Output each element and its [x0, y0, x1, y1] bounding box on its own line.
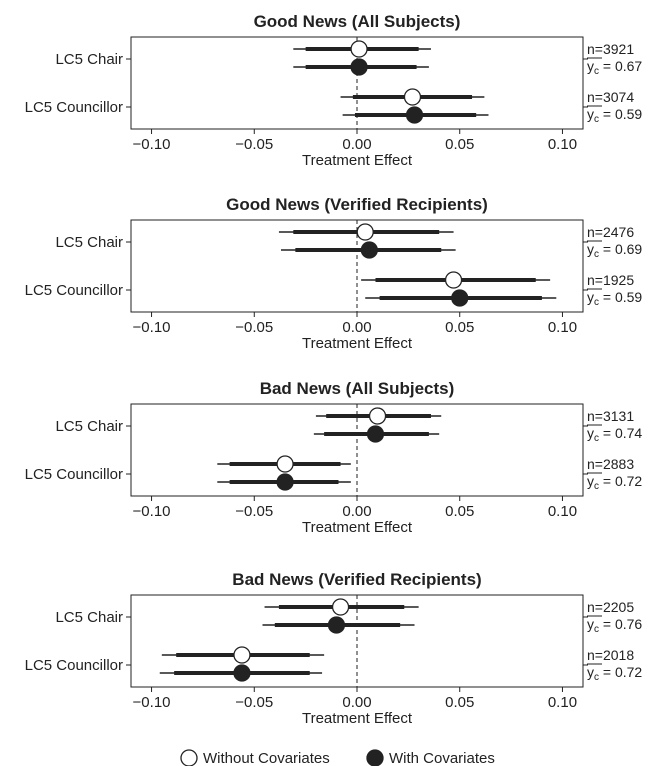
- estimate-point-with-covariates: [233, 664, 251, 682]
- sample-size-label: n=1925: [587, 272, 634, 288]
- control-mean-value: 0.59: [615, 289, 642, 305]
- x-tick-label: 0.10: [548, 319, 577, 336]
- panel-title: Bad News (All Subjects): [260, 379, 455, 398]
- x-tick-label: −0.10: [133, 136, 171, 153]
- x-tick-label: 0.10: [548, 694, 577, 711]
- estimate-point-without-covariates: [368, 407, 387, 425]
- category-label: LC5 Councillor: [25, 466, 123, 483]
- forest-panel: Bad News (All Subjects) −0.10 −0.05 0.00 0.0…: [25, 379, 643, 536]
- x-axis-label: Treatment Effect: [302, 519, 413, 536]
- control-mean-label: yc = 0.74: [587, 425, 642, 444]
- control-mean-label: yc = 0.67: [587, 58, 642, 77]
- control-mean-value: 0.59: [615, 106, 642, 122]
- estimate-point-with-covariates: [360, 241, 378, 259]
- x-tick-label: 0.05: [445, 136, 474, 153]
- x-tick-label: −0.10: [133, 503, 171, 520]
- category-label: LC5 Councillor: [25, 99, 123, 116]
- x-axis-label: Treatment Effect: [302, 152, 413, 169]
- legend-label-with-covariates: With Covariates: [389, 750, 495, 766]
- forest-panel: Bad News (Verified Recipients) −0.10 −0.05…: [25, 570, 643, 727]
- sample-size-label: n=3074: [587, 89, 634, 105]
- estimate-point-with-covariates: [350, 58, 368, 76]
- estimate-point-without-covariates: [331, 598, 350, 616]
- category-label: LC5 Chair: [55, 609, 123, 626]
- sample-size-label: n=2476: [587, 224, 634, 240]
- category-label: LC5 Chair: [55, 418, 123, 435]
- legend: Without Covariates With Covariates: [180, 749, 495, 766]
- control-mean-value: 0.72: [615, 473, 642, 489]
- category-label: LC5 Chair: [55, 51, 123, 68]
- x-tick-label: 0.10: [548, 503, 577, 520]
- category-label: LC5 Councillor: [25, 282, 123, 299]
- x-axis-label: Treatment Effect: [302, 710, 413, 727]
- control-mean-value: 0.69: [615, 241, 642, 257]
- x-tick-label: 0.05: [445, 503, 474, 520]
- control-mean-label: yc = 0.72: [587, 664, 642, 683]
- x-tick-label: 0.00: [342, 503, 371, 520]
- x-tick-label: 0.00: [342, 136, 371, 153]
- control-mean-value: 0.67: [615, 58, 642, 74]
- control-mean-value: 0.74: [615, 425, 642, 441]
- x-tick-label: 0.05: [445, 694, 474, 711]
- x-tick-label: −0.05: [235, 319, 273, 336]
- forest-panel: Good News (All Subjects) −0.10 −0.05 0.00 0.…: [25, 12, 643, 169]
- x-tick-label: −0.05: [235, 503, 273, 520]
- estimate-point-with-covariates: [327, 616, 346, 634]
- x-tick-label: 0.10: [548, 136, 577, 153]
- panel-title: Good News (Verified Recipients): [226, 195, 488, 214]
- x-tick-label: −0.10: [133, 694, 171, 711]
- estimate-point-without-covariates: [233, 646, 251, 664]
- control-mean-label: yc = 0.59: [587, 289, 642, 308]
- forest-panel: Good News (Verified Recipients) −0.10 −0.0…: [25, 195, 643, 352]
- control-mean-value: 0.72: [615, 664, 642, 680]
- x-tick-label: −0.05: [235, 136, 273, 153]
- estimate-point-without-covariates: [444, 271, 463, 289]
- estimate-point-without-covariates: [350, 40, 368, 58]
- sample-size-label: n=2018: [587, 647, 634, 663]
- sample-size-label: n=3921: [587, 41, 634, 57]
- x-tick-label: −0.05: [235, 694, 273, 711]
- control-mean-label: yc = 0.72: [587, 473, 642, 492]
- sample-size-label: n=2205: [587, 599, 634, 615]
- control-mean-value: 0.76: [615, 616, 642, 632]
- panel-title: Bad News (Verified Recipients): [232, 570, 481, 589]
- category-label: LC5 Chair: [55, 234, 123, 251]
- estimate-point-with-covariates: [405, 106, 424, 124]
- estimate-point-with-covariates: [276, 473, 294, 491]
- category-label: LC5 Councillor: [25, 657, 123, 674]
- control-mean-label: yc = 0.69: [587, 241, 642, 260]
- filled-circle-icon: [366, 749, 384, 766]
- x-tick-label: 0.05: [445, 319, 474, 336]
- sample-size-label: n=2883: [587, 456, 634, 472]
- estimate-point-without-covariates: [403, 88, 422, 106]
- estimate-point-without-covariates: [356, 223, 374, 241]
- control-mean-label: yc = 0.76: [587, 616, 642, 635]
- x-axis-label: Treatment Effect: [302, 335, 413, 352]
- x-tick-label: 0.00: [342, 694, 371, 711]
- open-circle-icon: [180, 749, 198, 766]
- panel-title: Good News (All Subjects): [254, 12, 461, 31]
- sample-size-label: n=3131: [587, 408, 634, 424]
- x-tick-label: 0.00: [342, 319, 371, 336]
- control-mean-label: yc = 0.59: [587, 106, 642, 125]
- estimate-point-with-covariates: [366, 425, 385, 443]
- legend-label-without-covariates: Without Covariates: [203, 750, 330, 766]
- estimate-point-with-covariates: [451, 289, 469, 307]
- x-tick-label: −0.10: [133, 319, 171, 336]
- estimate-point-without-covariates: [276, 455, 294, 473]
